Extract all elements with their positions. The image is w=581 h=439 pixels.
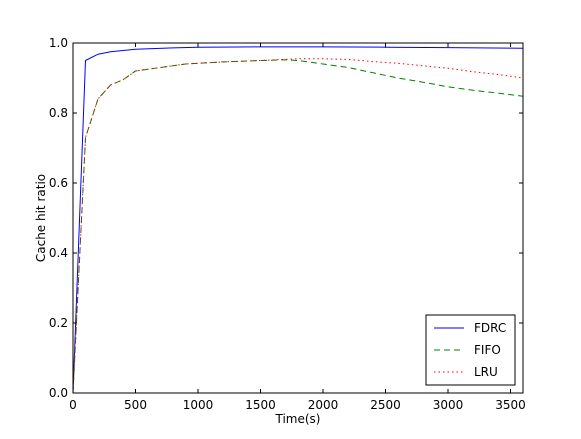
x-tick-label: 2500 — [370, 398, 401, 412]
y-tick-label: 0.2 — [49, 316, 68, 330]
y-tick-label: 0.0 — [49, 386, 68, 400]
legend-entries: FDRC FIFO LRU — [434, 321, 506, 379]
x-tick-label: 3000 — [433, 398, 464, 412]
x-tick-label: 2000 — [308, 398, 339, 412]
y-tick-label: 0.6 — [49, 176, 68, 190]
legend-box — [425, 314, 516, 386]
series-line-fdrc — [72, 46, 524, 394]
y-tick-label: 0.4 — [49, 246, 68, 260]
y-tick-label: 1.0 — [49, 36, 68, 50]
series-line-lru — [72, 58, 524, 394]
legend-label-fdrc: FDRC — [474, 321, 506, 335]
x-tick-label: 500 — [124, 398, 147, 412]
x-axis-label: Time(s) — [275, 412, 321, 426]
y-axis-label: Cache hit ratio — [34, 174, 48, 262]
x-tick-label: 3500 — [495, 398, 526, 412]
legend-label-fifo: FIFO — [474, 343, 501, 357]
series-layer — [72, 46, 524, 394]
y-tick-label: 0.8 — [49, 106, 68, 120]
x-tick-label: 1000 — [183, 398, 214, 412]
x-tick-label: 0 — [69, 398, 77, 412]
ticks-layer: 0 500 1000 1500 2000 2500 3000 3500 0.0 0.2 0.4 0.6… — [49, 36, 526, 412]
x-tick-label: 1500 — [245, 398, 276, 412]
legend-label-lru: LRU — [474, 365, 498, 379]
plot-frame — [72, 42, 524, 394]
legend: FDRC FIFO LRU — [425, 314, 516, 386]
